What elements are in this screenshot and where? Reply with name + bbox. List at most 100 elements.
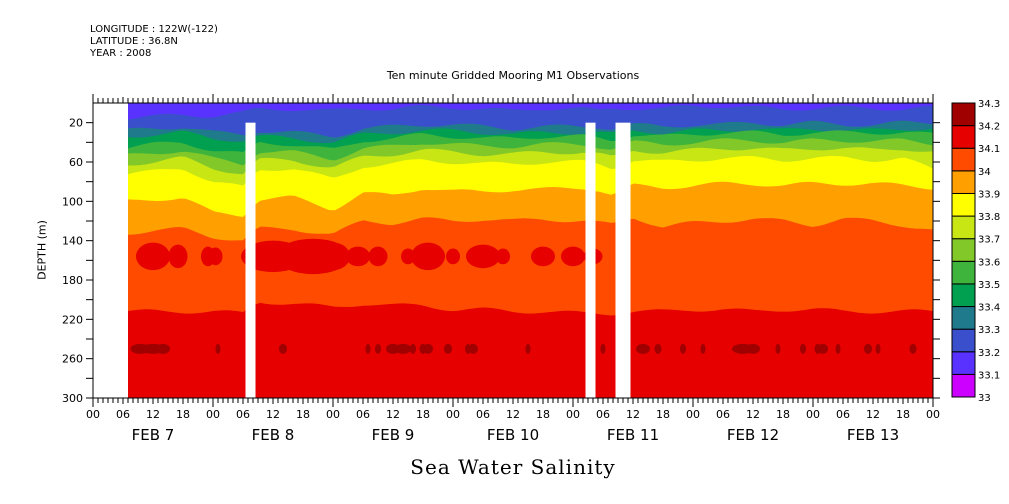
salinity-patch-34.1: [168, 244, 188, 269]
salinity-patch-34.1: [561, 246, 585, 267]
y-tick-label: 60: [69, 156, 83, 169]
plot-area: [128, 103, 933, 398]
missing-data-gap: [615, 122, 631, 399]
y-tick-label: 100: [62, 195, 83, 208]
salinity-patch-34.2: [864, 343, 872, 354]
x-hour-label: 00: [326, 408, 340, 421]
salinity-patch-34.2: [215, 343, 221, 354]
salinity-patch-34.2: [800, 343, 806, 354]
colorbar-label: 33.3: [978, 325, 1000, 336]
x-hour-label: 06: [596, 408, 610, 421]
x-hour-label: 00: [566, 408, 580, 421]
salinity-patch-34.1: [496, 248, 510, 265]
salinity-patch-34.1: [368, 246, 388, 267]
salinity-patch-34.1: [346, 246, 370, 267]
x-date-label: FEB 9: [372, 426, 415, 444]
salinity-patch-34.2: [700, 343, 706, 354]
x-hour-label: 12: [866, 408, 880, 421]
salinity-patch-34.1: [401, 248, 415, 265]
colorbar-label: 34: [978, 167, 991, 178]
salinity-patch-34.2: [835, 343, 841, 354]
salinity-patch-34.1: [466, 244, 500, 269]
colorbar-label: 33: [978, 393, 991, 404]
colorbar-swatch: [951, 328, 976, 353]
colorbar-swatch: [951, 170, 976, 194]
colorbar-swatch: [951, 147, 976, 172]
missing-data-gaps: [93, 103, 631, 399]
salinity-patch-34.2: [410, 343, 416, 354]
colorbar-label: 33.2: [978, 348, 1000, 359]
salinity-patch-34.1: [316, 242, 350, 271]
colorbar-label: 33.8: [978, 212, 1000, 223]
colorbar-label: 33.6: [978, 257, 1000, 268]
x-hour-label: 18: [536, 408, 550, 421]
x-date-label: FEB 13: [847, 426, 899, 444]
salinity-patch-34.1: [531, 246, 555, 267]
salinity-patch-34.2: [394, 343, 412, 354]
colorbar-swatch: [951, 351, 976, 375]
colorbar-swatch: [951, 283, 976, 308]
salinity-patch-34.2: [600, 343, 606, 354]
salinity-patch-34.2: [875, 343, 881, 354]
salinity-patch-34.2: [525, 343, 531, 354]
latitude-label: LATITUDE : 36.8N: [90, 36, 178, 47]
x-date-label: FEB 12: [727, 426, 779, 444]
colorbar-label: 34.3: [978, 99, 1000, 110]
salinity-patch-34.1: [411, 242, 445, 271]
colorbar: 33 33.1 33.2 33.3 33.4 33.5 33.6 33.7 33.8 33.9 34…: [951, 99, 1000, 404]
x-hour-label: 18: [296, 408, 310, 421]
x-hour-label: 12: [266, 408, 280, 421]
salinity-patch-34.2: [654, 343, 662, 354]
salinity-patch-34.2: [156, 343, 170, 354]
x-date-label: FEB 7: [132, 426, 175, 444]
colorbar-label: 33.7: [978, 235, 1000, 246]
x-date-label: FEB 8: [252, 426, 295, 444]
x-hour-label: 12: [626, 408, 640, 421]
x-hour-label: 00: [446, 408, 460, 421]
colorbar-label: 33.4: [978, 303, 1000, 314]
salinity-patch-34.2: [680, 343, 686, 354]
x-hour-label: 18: [776, 408, 790, 421]
x-hour-label: 06: [356, 408, 370, 421]
missing-data-gap: [245, 122, 256, 399]
x-hour-label: 18: [656, 408, 670, 421]
salinity-patch-34.2: [818, 343, 828, 354]
colorbar-label: 34.2: [978, 122, 1000, 133]
salinity-patch-34.2: [444, 343, 452, 354]
x-hour-label: 00: [86, 408, 100, 421]
x-hour-label: 12: [386, 408, 400, 421]
x-hour-label: 06: [836, 408, 850, 421]
longitude-label: LONGITUDE : 122W(-122): [90, 24, 218, 35]
x-hour-label: 12: [506, 408, 520, 421]
x-hour-label: 06: [716, 408, 730, 421]
x-hour-label: 12: [746, 408, 760, 421]
x-axis-title: Sea Water Salinity: [410, 455, 616, 479]
salinity-patch-34.1: [208, 247, 223, 266]
colorbar-label: 33.1: [978, 370, 1000, 381]
y-tick-label: 300: [62, 392, 83, 405]
colorbar-swatch: [951, 373, 976, 398]
x-hour-label: 06: [116, 408, 130, 421]
colorbar-label: 34.1: [978, 144, 1000, 155]
salinity-patch-34.2: [375, 343, 381, 354]
salinity-patch-34.1: [136, 242, 170, 271]
y-tick-label: 140: [62, 235, 83, 248]
salinity-patch-34.2: [909, 343, 917, 354]
colorbar-swatch: [951, 192, 976, 217]
x-hour-label: 18: [896, 408, 910, 421]
salinity-patch-34.2: [365, 343, 371, 354]
x-date-label: FEB 10: [487, 426, 539, 444]
missing-data-gap: [93, 103, 128, 398]
x-hour-label: 00: [686, 408, 700, 421]
salinity-patch-34.1: [446, 248, 460, 265]
y-tick-label: 180: [62, 274, 83, 287]
x-hour-label: 00: [206, 408, 220, 421]
missing-data-gap: [585, 122, 596, 399]
year-label: YEAR : 2008: [90, 48, 152, 59]
x-hour-label: 18: [176, 408, 190, 421]
salinity-patch-34.2: [636, 343, 650, 354]
x-hour-label: 12: [146, 408, 160, 421]
y-tick-label: 260: [62, 353, 83, 366]
x-date-label: FEB 11: [607, 426, 659, 444]
